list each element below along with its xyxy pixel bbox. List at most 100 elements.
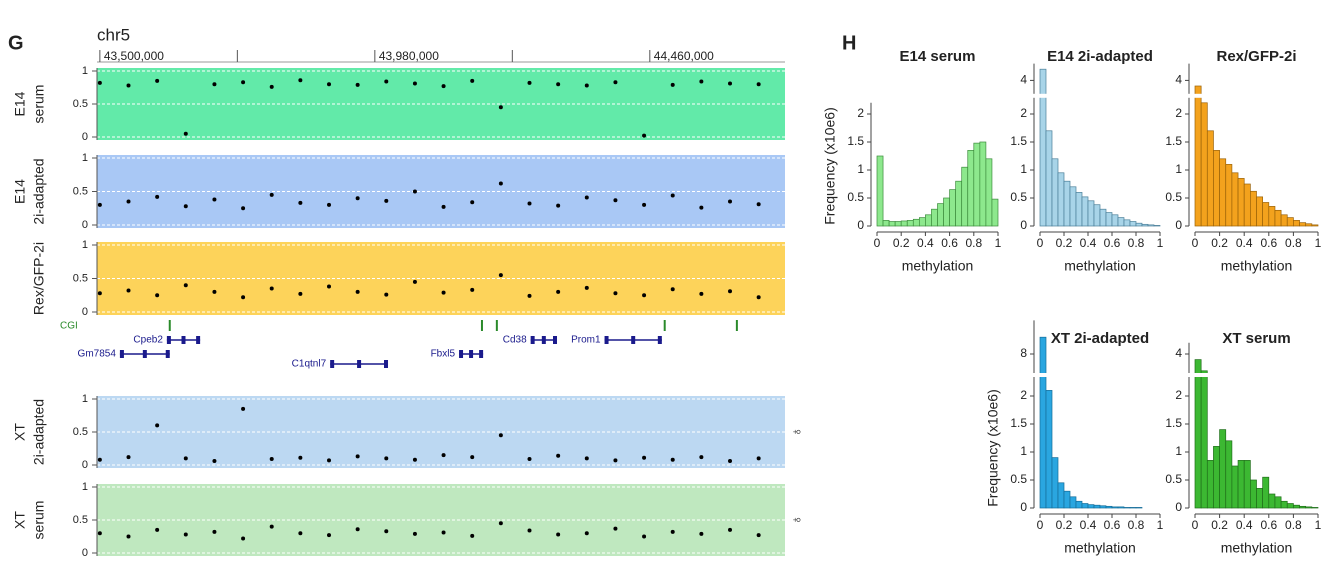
track-name: Rex/GFP-2i [31,242,47,315]
methylation-dot [355,527,360,532]
methylation-dot [642,202,647,207]
methylation-dot [355,82,360,87]
methylation-dot [126,455,131,460]
hist-bar [1105,212,1113,227]
track-background [97,484,785,556]
methylation-dot [412,531,417,536]
hist-bar [1075,192,1083,227]
track-name: 2i-adapted [31,158,47,224]
gene-name: Cpeb2 [133,335,163,346]
axis-break [1030,93,1058,98]
y-tick-label: 0 [82,131,88,143]
x-tick-label: 0.8 [1128,518,1145,532]
y-tick-label: 0 [82,459,88,471]
x-tick-label: 43,980,000 [379,49,439,63]
methylation-dot [241,206,246,211]
methylation-dot [126,83,131,88]
methylation-dot [384,79,389,84]
methylation-dot [584,456,589,461]
methylation-dot [327,82,332,87]
y-tick-label: 0 [1020,218,1027,232]
methylation-dot [556,82,561,87]
methylation-dot [355,454,360,459]
methylation-dot [97,457,102,462]
hist-bar [1286,217,1294,227]
x-tick-label: 0 [874,236,881,250]
methylation-dot [412,81,417,86]
hist-title: XT serum [1222,330,1290,347]
x-tick-label: 0 [1037,236,1044,250]
hist-bar [1063,180,1071,227]
y-tick-label: 0.5 [1165,190,1182,204]
axis-break [1185,93,1213,98]
methylation-dot [728,289,733,294]
methylation-dot [498,521,503,526]
y-tick-label: 1 [1020,444,1027,458]
x-tick-label: 43,500,000 [104,49,164,63]
hist-bar [1147,224,1155,227]
methylation-dot [527,201,532,206]
methylation-dot [241,295,246,300]
hist-bar [1225,164,1233,227]
methylation-dot [498,105,503,110]
hist-bar [1262,476,1270,509]
hist-bar [1249,479,1257,509]
track-name: serum [31,85,47,124]
exon [384,360,389,368]
methylation-dot [155,527,160,532]
hist-bar [925,214,932,227]
hist-bar [991,198,999,227]
hist-bar [985,158,993,227]
y-tick-label: 1 [1175,444,1182,458]
hist-bar [1123,219,1131,227]
methylation-dot [269,192,274,197]
hist-bar [979,141,987,227]
methylation-dot [441,204,446,209]
methylation-dot [97,291,102,296]
methylation-dot [126,199,131,204]
x-tick-label: 0.6 [1104,236,1121,250]
methylation-dot [470,533,475,538]
methylation-dot [470,455,475,460]
y-tick-label: 0 [82,306,88,318]
methylation-dot [212,82,217,87]
methylation-dot [728,199,733,204]
hist-bar [1274,209,1282,227]
x-tick-label: 0.4 [1236,518,1253,532]
exon [631,336,636,344]
hist-bar [1057,482,1065,509]
x-tick-label: 44,460,000 [654,49,714,63]
hist-bar [1105,505,1113,509]
hist-bar [1087,200,1095,227]
hist-title: E14 serum [900,48,976,65]
x-tick-label: 0.4 [917,236,934,250]
methylation-dot [556,453,561,458]
x-tick-label: 0.8 [1285,518,1302,532]
hist-bar [1293,220,1300,227]
y-tick-label: 0.5 [73,272,88,284]
methylation-dot [699,531,704,536]
methylation-dot [183,283,188,288]
y-tick-label: 0 [82,547,88,559]
methylation-dot [613,526,618,531]
methylation-dot [298,291,303,296]
track-name: XT [12,423,28,441]
hist-bar [1075,500,1083,509]
x-axis-label: methylation [902,258,974,274]
x-tick-label: 0.4 [1080,236,1097,250]
hist-bar [1153,225,1161,227]
y-tick-label: 2 [1175,106,1182,120]
hist-bar [1129,221,1137,227]
hist-bar [1286,503,1294,509]
x-tick-label: 0.8 [1285,236,1302,250]
methylation-dot [183,204,188,209]
hist-bar [1051,158,1059,227]
exon [357,360,362,368]
hist-bar [1051,457,1059,509]
hist-bar [918,217,926,227]
hist-bar [1069,496,1077,509]
hist-bar [1045,390,1053,509]
hist-bar [1141,223,1149,227]
y-tick-label: 1.5 [1010,134,1027,148]
